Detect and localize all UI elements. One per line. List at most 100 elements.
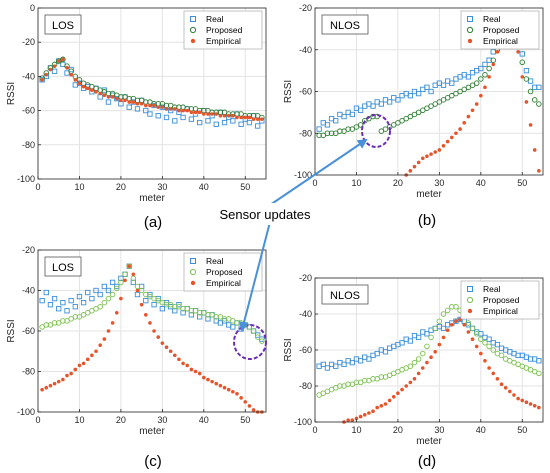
data-point-empirical xyxy=(247,404,252,408)
data-point-empirical xyxy=(98,343,102,347)
x-tick-label: 30 xyxy=(434,425,444,435)
legend-label: Empirical xyxy=(206,36,241,46)
data-point-empirical xyxy=(85,86,90,91)
data-point-empirical xyxy=(77,81,82,86)
data-point-empirical xyxy=(429,152,433,156)
data-point-empirical xyxy=(255,117,260,121)
data-point-empirical xyxy=(197,371,202,376)
series-real xyxy=(316,316,542,371)
legend-label: Real xyxy=(206,256,224,266)
data-point-proposed xyxy=(486,343,492,350)
data-point-real xyxy=(68,297,74,304)
data-point-empirical xyxy=(420,156,425,161)
x-tick-label: 20 xyxy=(116,415,126,425)
data-point-empirical xyxy=(416,160,421,165)
data-point-proposed xyxy=(432,101,438,107)
data-point-proposed xyxy=(432,325,438,332)
data-point-proposed xyxy=(320,132,327,139)
data-point-proposed xyxy=(180,305,186,312)
data-point-empirical xyxy=(173,107,177,111)
data-point-empirical xyxy=(48,383,53,388)
data-point-real xyxy=(399,340,405,346)
x-tick-label: 40 xyxy=(199,182,209,192)
data-point-real xyxy=(72,304,78,310)
panel-caption: (b) xyxy=(418,212,436,229)
data-point-real xyxy=(519,51,525,57)
x-tick-label: 50 xyxy=(240,182,250,192)
data-point-empirical xyxy=(52,381,57,386)
data-point-real xyxy=(188,116,195,122)
legend-box xyxy=(183,252,263,292)
data-point-real xyxy=(197,119,203,126)
data-point-real xyxy=(449,80,455,86)
arrow-to-panel-b xyxy=(269,138,368,206)
legend-label: Real xyxy=(206,14,224,24)
series-proposed xyxy=(39,56,265,121)
data-point-proposed xyxy=(382,126,389,132)
legend-marker-proposed xyxy=(466,26,474,34)
data-point-real xyxy=(324,122,331,128)
legend-label: Proposed xyxy=(483,295,520,305)
data-point-empirical xyxy=(239,396,243,400)
data-point-empirical xyxy=(69,72,73,77)
data-point-empirical xyxy=(243,115,248,120)
legend-box xyxy=(183,10,263,50)
data-point-real xyxy=(76,293,83,300)
x-tick-label: 10 xyxy=(351,425,361,435)
data-point-proposed xyxy=(250,328,257,334)
data-point-proposed xyxy=(531,97,538,103)
legend-box xyxy=(460,10,540,50)
legend-marker-empirical xyxy=(467,308,473,314)
data-point-proposed xyxy=(482,72,488,78)
data-point-proposed xyxy=(415,109,422,116)
data-point-empirical xyxy=(143,313,148,317)
x-axis-label: meter xyxy=(416,436,442,447)
data-point-empirical xyxy=(260,117,264,121)
data-point-empirical xyxy=(48,67,53,72)
data-point-empirical xyxy=(90,88,94,92)
data-point-empirical xyxy=(98,91,102,96)
data-point-empirical xyxy=(412,164,417,169)
data-point-proposed xyxy=(51,320,58,326)
data-point-real xyxy=(465,74,472,80)
legend-label: Real xyxy=(483,284,501,294)
data-point-empirical xyxy=(420,366,425,370)
data-point-empirical xyxy=(210,112,214,116)
data-point-empirical xyxy=(214,112,219,116)
data-point-real xyxy=(536,358,542,364)
data-point-real xyxy=(527,78,534,84)
data-point-empirical xyxy=(135,101,140,106)
y-tick-label: -40 xyxy=(22,71,35,81)
data-point-empirical xyxy=(235,115,239,120)
data-point-real xyxy=(370,103,376,109)
data-point-proposed xyxy=(469,325,476,332)
data-point-empirical xyxy=(168,107,173,111)
data-point-real xyxy=(357,358,364,364)
data-point-proposed xyxy=(449,304,455,310)
y-tick-label: -20 xyxy=(299,3,312,13)
arrow-to-panel-c xyxy=(239,221,271,332)
y-tick-label: -20 xyxy=(22,37,35,47)
data-point-empirical xyxy=(81,361,86,366)
y-tick-label: -60 xyxy=(22,106,35,116)
data-point-proposed xyxy=(498,352,505,359)
data-point-empirical xyxy=(362,413,367,417)
data-point-real xyxy=(172,118,178,124)
data-point-proposed xyxy=(407,113,414,120)
data-point-proposed xyxy=(428,334,434,341)
x-tick-label: 50 xyxy=(517,425,527,435)
inset-label-box xyxy=(321,284,369,305)
legend-marker-real xyxy=(467,286,473,292)
panel-caption: (a) xyxy=(144,214,162,231)
x-tick-label: 30 xyxy=(434,178,444,188)
data-point-empirical xyxy=(193,110,198,115)
data-point-proposed xyxy=(465,320,472,326)
data-point-real xyxy=(366,356,372,362)
data-point-real xyxy=(39,77,45,83)
data-point-empirical xyxy=(495,50,500,54)
data-point-empirical xyxy=(226,113,231,118)
data-point-empirical xyxy=(218,383,223,388)
